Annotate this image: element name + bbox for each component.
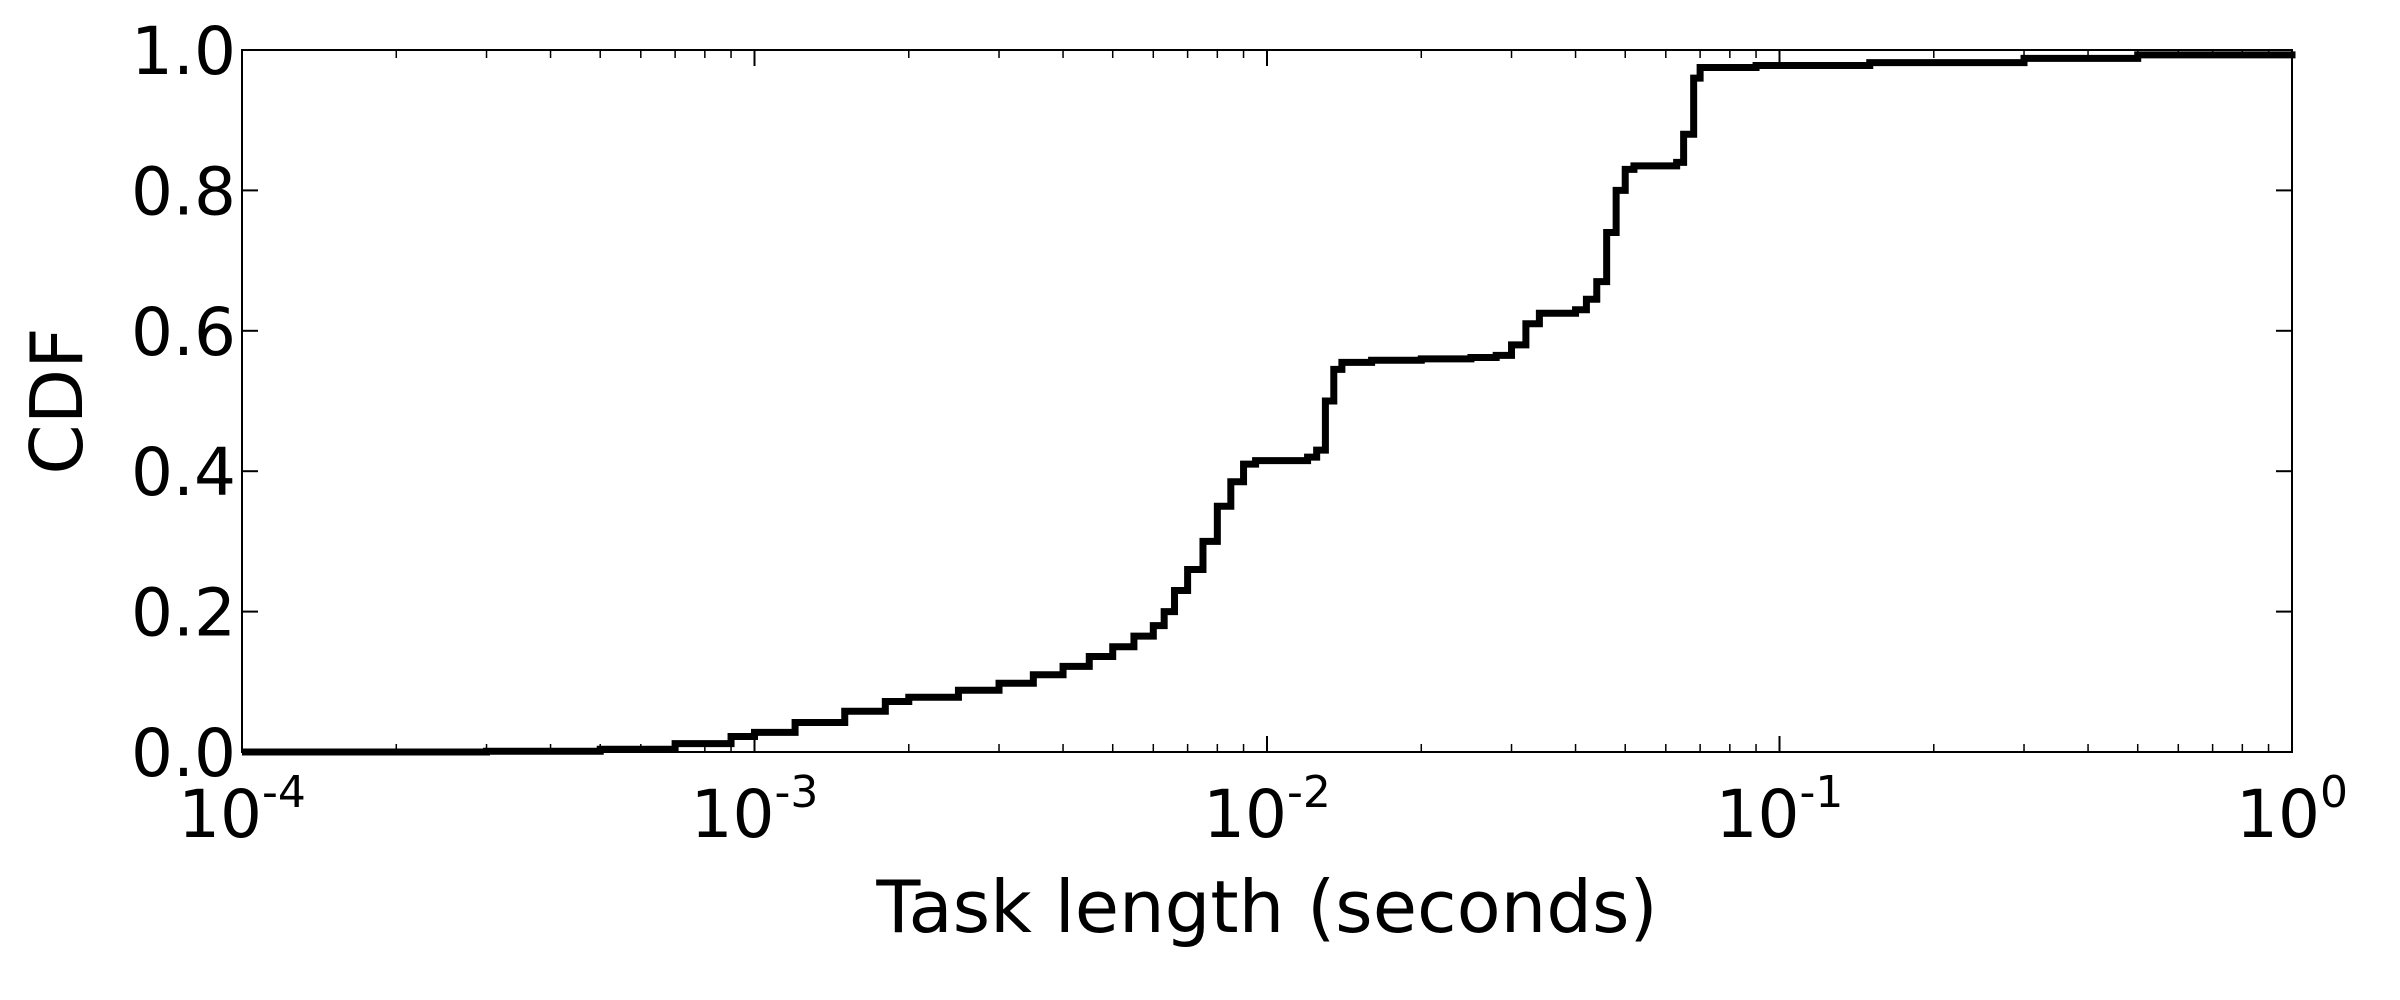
x-tick-label-base: 10 xyxy=(2236,776,2320,853)
x-tick-label: 10-4 xyxy=(178,767,306,853)
ticks-layer xyxy=(241,49,2293,753)
y-tick-label: 0.6 xyxy=(131,294,236,371)
x-tick-label-base: 10 xyxy=(691,776,775,853)
x-tick-label: 10-3 xyxy=(691,767,819,853)
x-tick-label-base: 10 xyxy=(178,776,262,853)
x-tick-label-exponent: 0 xyxy=(2320,767,2348,818)
x-axis-title: Task length (seconds) xyxy=(875,865,1657,949)
y-tick-label: 0.8 xyxy=(131,153,236,230)
x-tick-label-exponent: -1 xyxy=(1800,767,1844,818)
y-tick-label: 0.4 xyxy=(131,434,236,511)
y-tick-label: 1.0 xyxy=(131,13,236,90)
x-tick-label-base: 10 xyxy=(1203,776,1287,853)
x-tick-label: 100 xyxy=(2236,767,2348,853)
x-tick-label-base: 10 xyxy=(1716,776,1800,853)
x-tick-label-exponent: -2 xyxy=(1287,767,1331,818)
x-tick-label-exponent: -3 xyxy=(775,767,819,818)
cdf-series-line xyxy=(242,51,2296,756)
y-axis-title: CDF xyxy=(15,327,99,474)
x-tick-label: 10-1 xyxy=(1716,767,1844,853)
y-tick-label: 0.2 xyxy=(131,575,236,652)
series-layer xyxy=(242,51,2296,756)
x-tick-label: 10-2 xyxy=(1203,767,1331,853)
plot-area-frame xyxy=(241,49,2293,753)
x-tick-label-exponent: -4 xyxy=(262,767,306,818)
y-tick-label: 0.0 xyxy=(131,715,236,792)
